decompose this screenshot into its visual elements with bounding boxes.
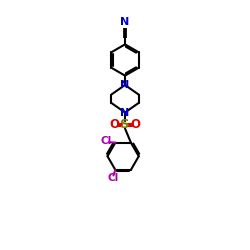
Text: N: N <box>120 80 130 90</box>
Text: Cl: Cl <box>107 173 118 183</box>
Text: O: O <box>130 118 140 132</box>
Text: N: N <box>120 108 130 118</box>
Text: N: N <box>120 17 130 27</box>
Text: S: S <box>120 118 130 132</box>
Text: Cl: Cl <box>100 136 112 146</box>
Text: O: O <box>110 118 120 132</box>
